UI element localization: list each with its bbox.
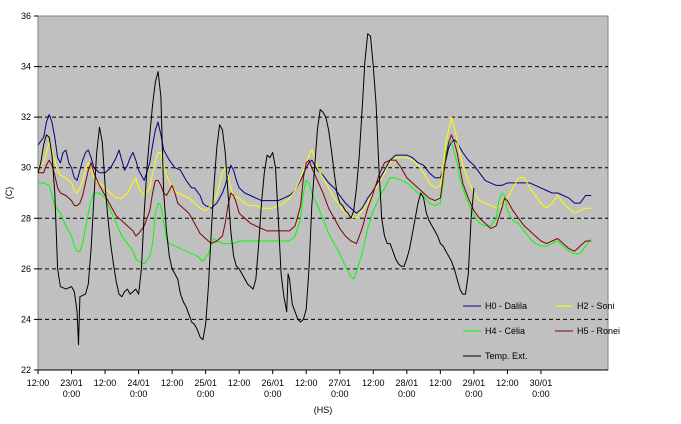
x-axis-label: (HS) <box>314 405 333 415</box>
x-tick-label: 12:00 <box>295 378 318 388</box>
series-line-temp-ext <box>37 33 475 346</box>
y-tick-label: 34 <box>21 62 31 72</box>
x-tick-label: 12:00 <box>94 378 117 388</box>
legend-label: H4 - Célia <box>485 326 525 336</box>
y-tick-label: 22 <box>21 365 31 375</box>
legend-label: H0 - Dalila <box>485 301 527 311</box>
x-tick-label: 12:00 <box>496 378 519 388</box>
y-tick-label: 26 <box>21 264 31 274</box>
y-tick-label: 36 <box>21 11 31 21</box>
x-tick-label: 23/01 <box>60 378 83 388</box>
series-line-h4-c-lia <box>38 141 592 280</box>
series-line-h5-ronei <box>38 134 592 252</box>
x-tick-sublabel: 0:00 <box>532 389 550 399</box>
series-lines <box>37 33 592 346</box>
legend: H0 - Dalila H2 - Soni H4 - Célia H5 - Ronei… <box>463 301 620 361</box>
y-tick-label: 30 <box>21 163 31 173</box>
legend-label: H5 - Ronei <box>577 326 620 336</box>
x-tick-label: 27/01 <box>328 378 351 388</box>
x-tick-label: 12:00 <box>362 378 385 388</box>
x-tick-label: 12:00 <box>161 378 184 388</box>
x-tick-label: 30/01 <box>530 378 553 388</box>
y-tick-label: 32 <box>21 112 31 122</box>
x-tick-sublabel: 0:00 <box>63 389 81 399</box>
x-tick-sublabel: 0:00 <box>465 389 483 399</box>
x-tick-label: 29/01 <box>463 378 486 388</box>
legend-label: Temp. Ext. <box>485 351 528 361</box>
series-line-h2-soni <box>37 116 592 219</box>
x-tick-label: 26/01 <box>261 378 284 388</box>
x-tick-sublabel: 0:00 <box>331 389 349 399</box>
x-tick-label: 28/01 <box>396 378 419 388</box>
legend-label: H2 - Soni <box>577 301 615 311</box>
x-tick-sublabel: 0:00 <box>130 389 148 399</box>
y-tick-label: 24 <box>21 314 31 324</box>
x-tick-sublabel: 0:00 <box>197 389 215 399</box>
x-tick-sublabel: 0:00 <box>398 389 416 399</box>
x-tick-label: 12:00 <box>429 378 452 388</box>
x-tick-label: 24/01 <box>127 378 150 388</box>
x-tick-label: 25/01 <box>194 378 217 388</box>
x-tick-sublabel: 0:00 <box>264 389 282 399</box>
grid-lines <box>38 66 608 320</box>
x-tick-label: 12:00 <box>27 378 50 388</box>
x-tick-label: 12:00 <box>228 378 251 388</box>
y-axis-label: (C) <box>4 187 14 200</box>
y-tick-label: 28 <box>21 213 31 223</box>
y-axis-ticks: 22 24 26 28 30 32 34 36 <box>21 11 38 375</box>
